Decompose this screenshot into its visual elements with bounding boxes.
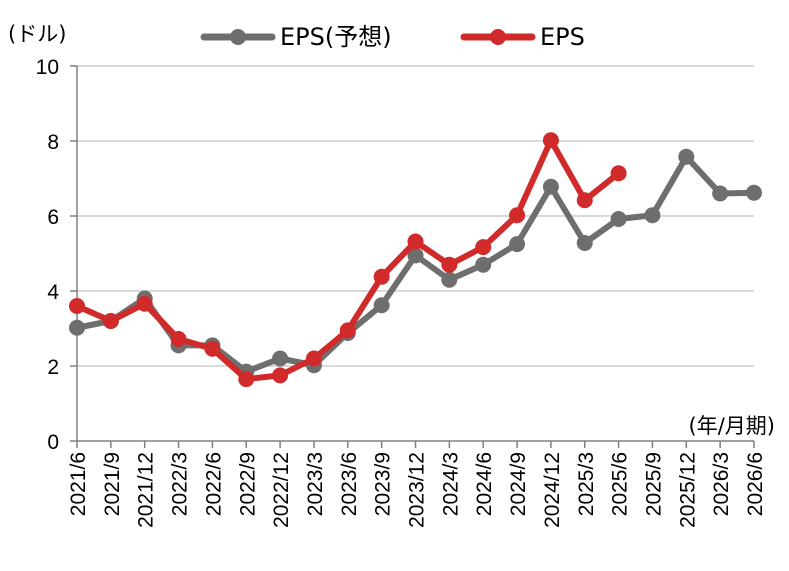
data-point-0 — [373, 297, 390, 314]
series-0 — [69, 148, 762, 380]
data-point-1 — [238, 371, 255, 388]
data-point-1 — [305, 350, 322, 367]
data-point-0 — [542, 178, 559, 195]
x-tick-label: 2024/12 — [541, 452, 564, 528]
x-tick-label: 2021/6 — [67, 452, 90, 516]
data-point-1 — [509, 207, 526, 224]
x-tick-label: 2024/9 — [507, 452, 530, 516]
legend-label-eps: EPS — [540, 23, 585, 51]
data-point-0 — [407, 247, 424, 264]
data-point-1 — [475, 239, 492, 256]
legend: EPS(予想) EPS — [200, 23, 585, 51]
series-1 — [69, 132, 627, 388]
x-tick-label: 2022/9 — [236, 452, 259, 516]
x-tick-label: 2025/3 — [575, 452, 598, 516]
x-tick-labels: 2021/6 2021/9 2021/12 2022/3 2022/6 2022/9 202… — [67, 452, 767, 528]
data-point-1 — [170, 331, 187, 347]
x-tick-label: 2023/3 — [304, 452, 327, 516]
data-point-0 — [441, 271, 458, 288]
data-point-1 — [69, 298, 85, 314]
y-tick-label: 10 — [36, 56, 59, 79]
x-tick-label: 2021/12 — [135, 452, 158, 528]
x-tick-label: 2026/3 — [710, 452, 733, 516]
data-point-0 — [576, 235, 593, 251]
data-point-1 — [542, 132, 559, 149]
x-tick-label: 2021/9 — [101, 452, 124, 516]
legend-marker-eps-forecast — [230, 29, 246, 45]
x-tick-label: 2025/9 — [642, 452, 665, 516]
y-tick-label: 0 — [47, 431, 59, 454]
series-layer — [69, 132, 762, 388]
axes — [70, 65, 755, 448]
data-point-0 — [678, 148, 695, 165]
data-point-0 — [712, 185, 729, 202]
x-tick-label: 2025/12 — [676, 452, 699, 528]
legend-label-eps-forecast: EPS(予想) — [280, 23, 392, 51]
y-tick-labels: 0 2 4 6 8 10 — [36, 56, 60, 454]
data-point-0 — [644, 207, 661, 224]
x-tick-label: 2023/12 — [406, 452, 429, 528]
data-point-1 — [272, 367, 289, 384]
x-tick-label: 2022/12 — [270, 452, 293, 528]
legend-item-eps: EPS — [460, 23, 585, 51]
x-tick-label: 2023/6 — [338, 452, 361, 516]
legend-marker-eps — [490, 29, 506, 45]
data-point-0 — [475, 256, 492, 273]
y-tick-label: 8 — [47, 131, 59, 154]
x-tick-label: 2024/3 — [439, 452, 462, 516]
y-axis-unit-label: (ドル) — [8, 22, 66, 46]
x-tick-label: 2024/6 — [473, 452, 496, 516]
legend-item-eps-forecast: EPS(予想) — [200, 23, 392, 51]
data-point-1 — [441, 256, 458, 273]
gridlines — [77, 65, 754, 367]
data-point-0 — [610, 211, 627, 227]
data-point-1 — [136, 295, 153, 312]
data-point-1 — [610, 165, 627, 182]
x-tick-label: 2022/3 — [169, 452, 192, 516]
x-tick-label: 2026/6 — [744, 452, 767, 516]
x-axis-unit-label: (年/月期) — [689, 414, 775, 438]
x-tick-label: 2025/6 — [609, 452, 632, 516]
data-point-1 — [373, 268, 390, 285]
data-point-0 — [69, 319, 85, 336]
x-tick-label: 2023/9 — [372, 452, 395, 516]
data-point-1 — [576, 192, 593, 209]
data-point-1 — [102, 313, 119, 329]
data-point-1 — [204, 340, 221, 357]
data-point-1 — [339, 322, 356, 339]
y-tick-label: 6 — [47, 206, 59, 229]
y-tick-label: 4 — [47, 281, 59, 304]
data-point-0 — [272, 350, 289, 367]
x-tick-label: 2022/6 — [202, 452, 225, 516]
data-point-0 — [746, 184, 762, 201]
y-tick-label: 2 — [47, 356, 59, 379]
data-point-1 — [407, 233, 424, 250]
series-line-1 — [74, 137, 622, 383]
data-point-0 — [509, 236, 526, 253]
